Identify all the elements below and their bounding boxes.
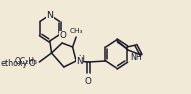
Text: N: N: [77, 56, 83, 66]
Text: N: N: [46, 11, 53, 19]
Text: O: O: [28, 58, 35, 67]
Text: CH₃: CH₃: [69, 28, 83, 34]
Text: OC₂H₅: OC₂H₅: [14, 58, 37, 66]
Text: O: O: [85, 77, 92, 86]
Text: ethoxy: ethoxy: [1, 58, 28, 67]
Text: NH: NH: [130, 53, 142, 62]
Text: H: H: [79, 55, 85, 64]
Text: O: O: [60, 31, 66, 40]
